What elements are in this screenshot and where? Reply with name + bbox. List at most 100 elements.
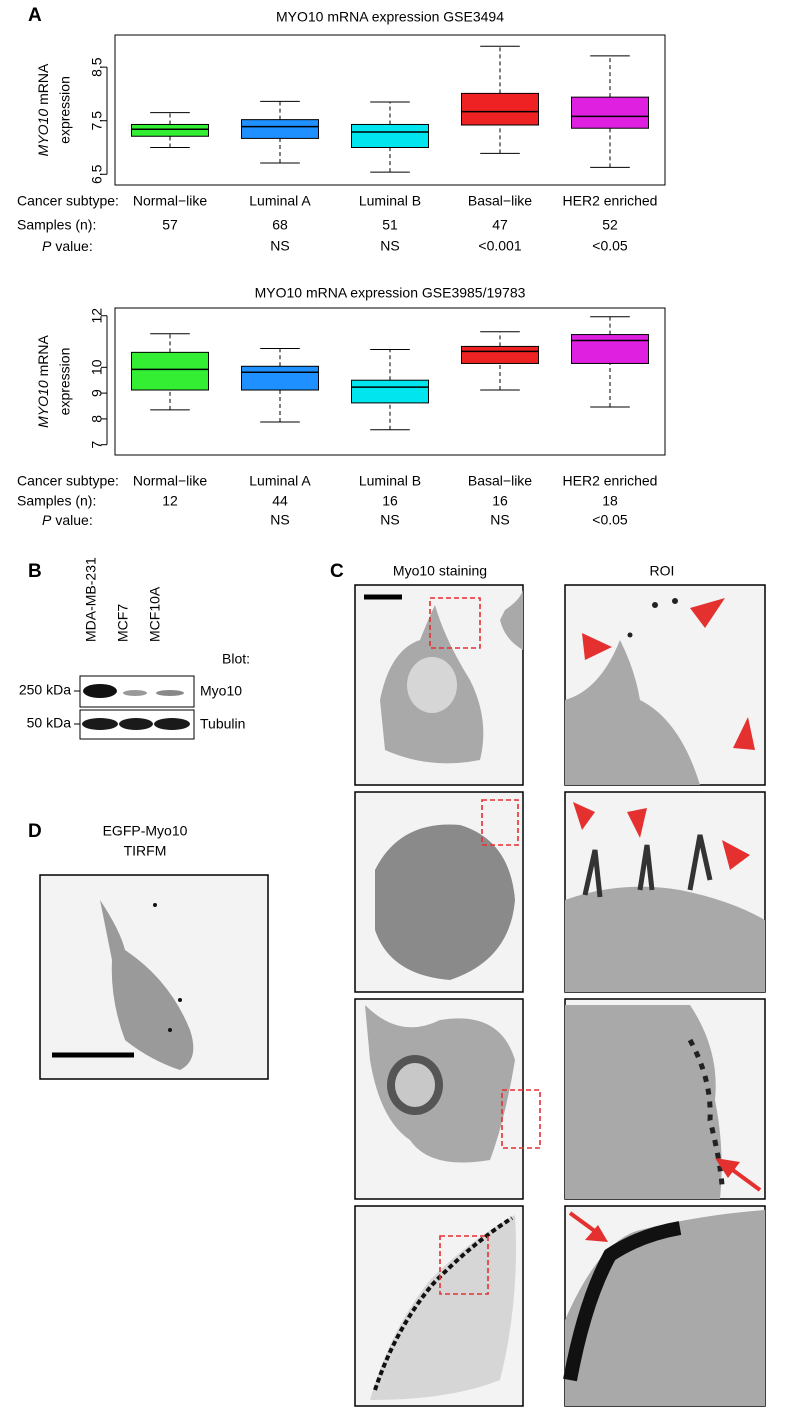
row-label-part: value:: [55, 238, 92, 254]
staining-panel: Myo10 staining ROI: [354, 563, 766, 1407]
chart-title: MYO10 mRNA expression GSE3985/19783: [255, 285, 526, 301]
arrowhead: [733, 717, 755, 750]
protein-label: Myo10: [200, 683, 242, 699]
arrow: [728, 1166, 762, 1192]
plot-frame: [114, 307, 666, 456]
category-label: Luminal A: [249, 473, 311, 489]
tirfm-panel: EGFP-Myo10 TIRFM: [39, 823, 269, 1080]
arrowhead: [627, 808, 647, 838]
y-axis-label-part: mRNA: [35, 63, 51, 105]
chart-title: MYO10 mRNA expression GSE3494: [276, 9, 504, 25]
arrowhead: [582, 633, 612, 660]
y-tick-label: 8.5: [89, 57, 105, 77]
category-label: Basal−like: [468, 473, 532, 489]
box: [461, 345, 539, 364]
sample-count: 16: [382, 493, 398, 509]
dot: [652, 602, 658, 608]
y-tick-label: 7.5: [89, 111, 105, 131]
marker-label: 250 kDa: [19, 682, 71, 698]
sample-count: 44: [272, 493, 288, 509]
column-header: ROI: [650, 563, 675, 579]
box: [351, 379, 429, 404]
dot: [153, 903, 157, 907]
blot: MDA-MB-231 MCF7 MCF10A Blot: 250 kDa 50 …: [19, 557, 250, 740]
sample-count: 18: [602, 493, 618, 509]
arrowhead: [573, 802, 595, 830]
sample-count: 47: [492, 217, 508, 233]
row-label: Samples (n):: [17, 217, 96, 233]
arrowhead: [690, 598, 725, 628]
sample-count: 16: [492, 493, 508, 509]
blot-header: Blot:: [222, 651, 250, 667]
y-tick-label: 8: [89, 415, 105, 423]
dot: [672, 598, 678, 604]
p-value: <0.001: [478, 238, 521, 254]
category-label: Normal−like: [133, 193, 208, 209]
category-label: Luminal A: [249, 193, 311, 209]
band: [119, 718, 153, 730]
cell: [370, 1215, 516, 1400]
lane-label: MDA-MB-231: [83, 557, 99, 642]
y-axis-label: expression: [57, 348, 73, 416]
y-tick-label: 9: [89, 389, 105, 397]
panel-label: A: [28, 5, 42, 26]
dot: [178, 998, 182, 1002]
sample-count: 51: [382, 217, 398, 233]
y-axis-label-part: MYO10: [35, 380, 51, 428]
row-label: Samples (n):: [17, 493, 96, 509]
box: [351, 123, 429, 149]
y-tick-label: 6.5: [89, 164, 105, 184]
band: [154, 718, 190, 730]
sample-count: 12: [162, 493, 178, 509]
protein-label: Tubulin: [200, 716, 245, 732]
cell: [565, 1005, 722, 1199]
roi-box: [481, 799, 519, 846]
arrowhead: [585, 1225, 608, 1242]
box: [461, 92, 539, 126]
marker-label: 50 kDa: [27, 715, 72, 731]
lane-label: MCF7: [115, 604, 131, 642]
y-axis-label: MYO10 mRNA: [35, 335, 51, 428]
box: [241, 119, 319, 139]
panel-label: B: [28, 561, 42, 582]
roi-box: [501, 1089, 541, 1149]
category-label: HER2 enriched: [563, 193, 658, 209]
category-label: Luminal B: [359, 193, 421, 209]
arrowhead: [715, 1158, 740, 1178]
dot: [627, 632, 633, 638]
y-axis-label-part: mRNA: [35, 335, 51, 377]
row-label-part: P: [42, 238, 52, 254]
p-value: <0.05: [592, 512, 628, 528]
category-label: Normal−like: [133, 473, 208, 489]
roi-box: [439, 1235, 489, 1295]
y-axis-label-part: MYO10: [35, 109, 51, 157]
dot: [168, 1028, 172, 1032]
band: [82, 718, 118, 730]
cell: [500, 590, 523, 650]
column-header: Myo10 staining: [393, 563, 487, 579]
box: [571, 334, 649, 364]
nucleus: [407, 657, 457, 713]
sample-count: 57: [162, 217, 178, 233]
cell: [565, 886, 765, 992]
p-value: NS: [380, 238, 399, 254]
band: [83, 684, 117, 698]
row-label-part: P: [42, 512, 52, 528]
p-value: NS: [270, 238, 289, 254]
box: [241, 365, 319, 391]
image-title: TIRFM: [124, 843, 167, 859]
panel-label: D: [28, 821, 42, 842]
y-axis-label: expression: [57, 76, 73, 144]
y-tick-label: 12: [89, 308, 105, 324]
plot-frame: [114, 34, 666, 186]
edge: [373, 1216, 514, 1391]
p-value: NS: [490, 512, 509, 528]
band: [123, 690, 147, 696]
category-label: HER2 enriched: [563, 473, 658, 489]
panel-label: C: [330, 561, 344, 582]
arrowhead: [722, 840, 750, 870]
cell: [375, 824, 515, 980]
cell: [565, 640, 700, 785]
